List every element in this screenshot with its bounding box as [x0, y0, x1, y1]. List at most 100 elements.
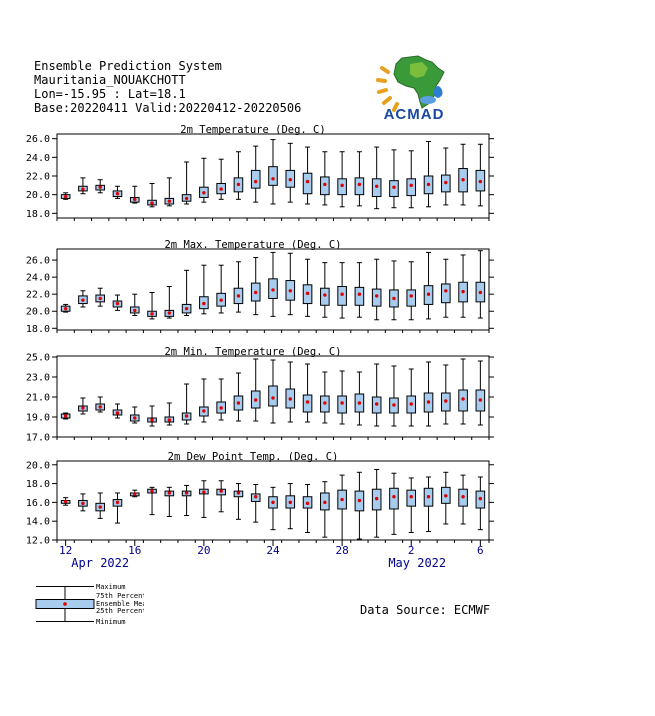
- y-tick-label: 17.0: [26, 433, 50, 444]
- mean-marker: [236, 294, 241, 298]
- chart-panel-3: 2m Min. Temperature (Deg. C) 17.0 19.0 21.0…: [26, 346, 494, 444]
- mean-marker: [167, 199, 172, 203]
- mean-marker: [374, 294, 379, 298]
- mean-marker: [202, 301, 206, 306]
- mean-marker: [98, 505, 102, 509]
- iqr-box: [302, 172, 313, 195]
- x-tick-label: 16: [128, 544, 141, 557]
- mean-marker: [271, 396, 275, 400]
- legend-label-minimum: Minimum: [96, 618, 126, 626]
- mean-marker: [236, 182, 241, 187]
- mean-marker: [254, 290, 258, 295]
- mean-marker: [409, 495, 413, 499]
- mean-marker: [478, 179, 483, 184]
- mean-marker: [98, 185, 102, 189]
- mean-marker: [63, 194, 68, 199]
- mean-marker: [444, 494, 448, 498]
- mean-marker: [409, 183, 413, 188]
- y-tick-label: 16.0: [26, 498, 50, 509]
- mean-marker: [426, 400, 431, 404]
- mean-marker: [150, 312, 154, 316]
- header-line-dates: Base:20220411 Valid:20220412-20220506: [34, 101, 302, 115]
- mean-marker: [167, 311, 172, 315]
- iqr-box: [441, 283, 451, 304]
- mean-marker: [357, 292, 362, 296]
- legend-label-p25: 25th Percentile: [96, 607, 144, 615]
- iqr-box: [354, 286, 365, 306]
- mean-marker: [115, 411, 120, 415]
- mean-marker: [323, 293, 327, 297]
- mean-marker: [219, 406, 223, 410]
- y-tick-label: 12.0: [26, 536, 50, 547]
- data-source-note: Data Source: ECMWF: [360, 603, 491, 617]
- mean-marker: [219, 298, 223, 302]
- y-tick-label: 18.0: [26, 209, 50, 220]
- header-line-station: Mauritania_NOUAKCHOTT: [34, 73, 186, 87]
- chart-panel-1: 2m Temperature (Deg. C) 18.0 20.0 22.0 24.0 2…: [26, 124, 494, 221]
- y-tick-label: 24.0: [26, 153, 50, 164]
- mean-marker: [202, 191, 206, 195]
- mean-marker: [323, 500, 327, 505]
- mean-marker: [478, 496, 483, 501]
- y-tick-label: 26.0: [26, 134, 50, 145]
- mean-marker: [202, 409, 206, 413]
- mean-marker: [184, 491, 189, 495]
- mean-marker: [461, 397, 465, 401]
- mean-marker: [444, 289, 448, 293]
- mean-marker: [478, 290, 483, 295]
- mean-marker: [288, 500, 292, 505]
- mean-marker: [392, 185, 396, 189]
- mean-marker: [81, 501, 85, 506]
- legend-label-p75: 75th Percentile: [96, 592, 144, 600]
- iqr-box: [337, 286, 347, 306]
- mean-marker: [426, 292, 431, 296]
- iqr-box: [406, 289, 417, 307]
- acmad-logo: ACMAD: [374, 50, 454, 129]
- y-tick-label: 24.0: [26, 273, 50, 284]
- mean-marker: [340, 292, 344, 296]
- month-label-apr: Apr 2022: [71, 556, 129, 570]
- mean-marker: [374, 496, 379, 501]
- mean-marker: [288, 397, 292, 401]
- mean-marker: [133, 416, 137, 420]
- mean-marker: [340, 401, 344, 405]
- mean-marker: [357, 401, 362, 405]
- mean-marker: [81, 406, 85, 410]
- mean-marker: [392, 495, 396, 499]
- mean-marker: [202, 490, 206, 494]
- x-tick-label: 2: [408, 544, 415, 557]
- mean-marker: [236, 491, 241, 495]
- mean-marker: [444, 180, 448, 185]
- mean-marker: [115, 500, 120, 505]
- y-tick-label: 26.0: [26, 256, 50, 267]
- mean-marker: [426, 495, 431, 499]
- mean-marker: [426, 182, 431, 187]
- acmad-logo-graphic: [376, 55, 445, 112]
- y-tick-label: 25.0: [26, 353, 50, 364]
- mean-marker: [150, 489, 154, 493]
- mean-marker: [98, 296, 102, 301]
- mean-marker: [271, 288, 275, 292]
- iqr-box: [406, 178, 417, 197]
- mean-marker: [305, 501, 310, 506]
- mean-marker: [184, 196, 189, 201]
- mean-marker: [340, 497, 344, 502]
- iqr-box: [354, 177, 365, 196]
- mean-marker: [81, 298, 85, 302]
- iqr-box: [268, 166, 278, 186]
- y-tick-label: 20.0: [26, 190, 50, 201]
- x-tick-label: 6: [477, 544, 484, 557]
- mean-marker: [288, 289, 292, 293]
- iqr-box: [389, 487, 399, 510]
- chart-panel-2: 2m Max. Temperature (Deg. C) 18.0 20.0 22.0…: [26, 239, 494, 335]
- mean-marker: [150, 418, 154, 422]
- acmad-logo-text: ACMAD: [383, 106, 445, 123]
- header-line-coords: Lon=-15.95 : Lat=18.1: [34, 87, 186, 101]
- x-tick-label: 20: [197, 544, 210, 557]
- y-tick-label: 14.0: [26, 517, 50, 528]
- y-tick-label: 23.0: [26, 373, 50, 384]
- mean-marker: [409, 294, 413, 298]
- iqr-box: [250, 169, 261, 189]
- mean-marker: [305, 400, 310, 404]
